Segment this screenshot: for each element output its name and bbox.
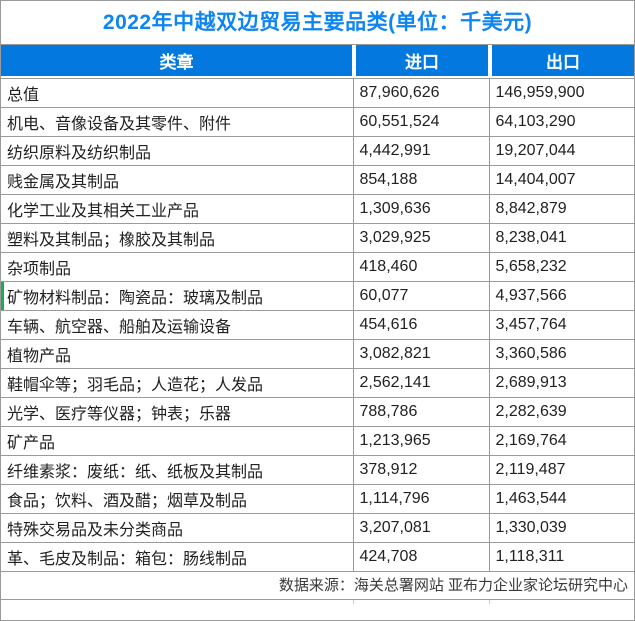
data-source-note: 数据来源：海关总署网站 亚布力企业家论坛研究中心 bbox=[1, 572, 634, 600]
category-cell: 矿物材料制品：陶瓷品：玻璃及制品 bbox=[1, 281, 354, 311]
import-cell: 854,188 bbox=[352, 165, 490, 195]
gridline-stub bbox=[353, 600, 354, 604]
trade-data-table: 总值 87,960,626 146,959,900 机电、音像设备及其零件、附件 60,… bbox=[1, 78, 634, 572]
table-row: 贱金属及其制品 854,188 14,404,007 bbox=[1, 165, 634, 195]
table-row: 革、毛皮及制品：箱包：肠线制品 424,708 1,118,311 bbox=[1, 542, 634, 572]
import-cell: 3,082,821 bbox=[352, 339, 490, 369]
import-cell: 788,786 bbox=[352, 397, 490, 427]
category-cell: 革、毛皮及制品：箱包：肠线制品 bbox=[1, 542, 354, 572]
import-cell: 1,114,796 bbox=[352, 484, 490, 514]
page-title: 2022年中越双边贸易主要品类(单位：千美元) bbox=[1, 1, 634, 45]
column-header-import: 进口 bbox=[356, 45, 488, 76]
export-cell: 5,658,232 bbox=[488, 252, 634, 282]
column-header-category: 类章 bbox=[1, 45, 352, 76]
export-cell: 2,119,487 bbox=[488, 455, 634, 485]
table-row: 鞋帽伞等；羽毛品；人造花；人发品 2,562,141 2,689,913 bbox=[1, 368, 634, 398]
category-cell: 植物产品 bbox=[1, 339, 354, 369]
column-header-export: 出口 bbox=[492, 45, 634, 76]
table-row: 杂项制品 418,460 5,658,232 bbox=[1, 252, 634, 282]
import-cell: 1,309,636 bbox=[352, 194, 490, 224]
import-cell: 4,442,991 bbox=[352, 136, 490, 166]
import-cell: 60,077 bbox=[352, 281, 490, 311]
category-cell: 贱金属及其制品 bbox=[1, 165, 354, 195]
import-cell: 2,562,141 bbox=[352, 368, 490, 398]
table-header: 类章 进口 出口 bbox=[1, 45, 634, 76]
import-cell: 454,616 bbox=[352, 310, 490, 340]
import-cell: 87,960,626 bbox=[352, 78, 490, 108]
table-row: 纺织原料及纺织制品 4,442,991 19,207,044 bbox=[1, 136, 634, 166]
gridline-stub bbox=[489, 600, 490, 604]
category-cell: 纺织原料及纺织制品 bbox=[1, 136, 354, 166]
export-cell: 2,282,639 bbox=[488, 397, 634, 427]
table-row: 矿产品 1,213,965 2,169,764 bbox=[1, 426, 634, 456]
grid-stub-row bbox=[1, 600, 634, 604]
import-cell: 3,207,081 bbox=[352, 513, 490, 543]
category-cell: 鞋帽伞等；羽毛品；人造花；人发品 bbox=[1, 368, 354, 398]
export-cell: 64,103,290 bbox=[488, 107, 634, 137]
export-cell: 8,238,041 bbox=[488, 223, 634, 253]
export-cell: 2,169,764 bbox=[488, 426, 634, 456]
table-row: 矿物材料制品：陶瓷品：玻璃及制品 60,077 4,937,566 bbox=[1, 281, 634, 311]
export-cell: 19,207,044 bbox=[488, 136, 634, 166]
import-cell: 378,912 bbox=[352, 455, 490, 485]
table-row: 总值 87,960,626 146,959,900 bbox=[1, 78, 634, 108]
table-row: 车辆、航空器、船舶及运输设备 454,616 3,457,764 bbox=[1, 310, 634, 340]
export-cell: 14,404,007 bbox=[488, 165, 634, 195]
category-cell: 化学工业及其相关工业产品 bbox=[1, 194, 354, 224]
import-cell: 60,551,524 bbox=[352, 107, 490, 137]
import-cell: 3,029,925 bbox=[352, 223, 490, 253]
export-cell: 2,689,913 bbox=[488, 368, 634, 398]
table-row: 纤维素浆：废纸：纸、纸板及其制品 378,912 2,119,487 bbox=[1, 455, 634, 485]
category-cell: 矿产品 bbox=[1, 426, 354, 456]
table-row: 机电、音像设备及其零件、附件 60,551,524 64,103,290 bbox=[1, 107, 634, 137]
table-row: 食品；饮料、酒及醋；烟草及制品 1,114,796 1,463,544 bbox=[1, 484, 634, 514]
category-cell: 塑料及其制品；橡胶及其制品 bbox=[1, 223, 354, 253]
export-cell: 1,330,039 bbox=[488, 513, 634, 543]
export-cell: 4,937,566 bbox=[488, 281, 634, 311]
table-row: 特殊交易品及未分类商品 3,207,081 1,330,039 bbox=[1, 513, 634, 543]
category-cell: 总值 bbox=[1, 78, 354, 108]
import-cell: 1,213,965 bbox=[352, 426, 490, 456]
table-row: 化学工业及其相关工业产品 1,309,636 8,842,879 bbox=[1, 194, 634, 224]
table-row: 塑料及其制品；橡胶及其制品 3,029,925 8,238,041 bbox=[1, 223, 634, 253]
export-cell: 3,360,586 bbox=[488, 339, 634, 369]
export-cell: 3,457,764 bbox=[488, 310, 634, 340]
category-cell: 机电、音像设备及其零件、附件 bbox=[1, 107, 354, 137]
category-cell: 车辆、航空器、船舶及运输设备 bbox=[1, 310, 354, 340]
import-cell: 418,460 bbox=[352, 252, 490, 282]
table-row: 植物产品 3,082,821 3,360,586 bbox=[1, 339, 634, 369]
category-cell: 特殊交易品及未分类商品 bbox=[1, 513, 354, 543]
export-cell: 8,842,879 bbox=[488, 194, 634, 224]
category-cell: 纤维素浆：废纸：纸、纸板及其制品 bbox=[1, 455, 354, 485]
table-row: 光学、医疗等仪器；钟表；乐器 788,786 2,282,639 bbox=[1, 397, 634, 427]
export-cell: 1,463,544 bbox=[488, 484, 634, 514]
category-cell: 光学、医疗等仪器；钟表；乐器 bbox=[1, 397, 354, 427]
category-cell: 食品；饮料、酒及醋；烟草及制品 bbox=[1, 484, 354, 514]
export-cell: 1,118,311 bbox=[488, 542, 634, 572]
import-cell: 424,708 bbox=[352, 542, 490, 572]
category-cell: 杂项制品 bbox=[1, 252, 354, 282]
export-cell: 146,959,900 bbox=[488, 78, 634, 108]
